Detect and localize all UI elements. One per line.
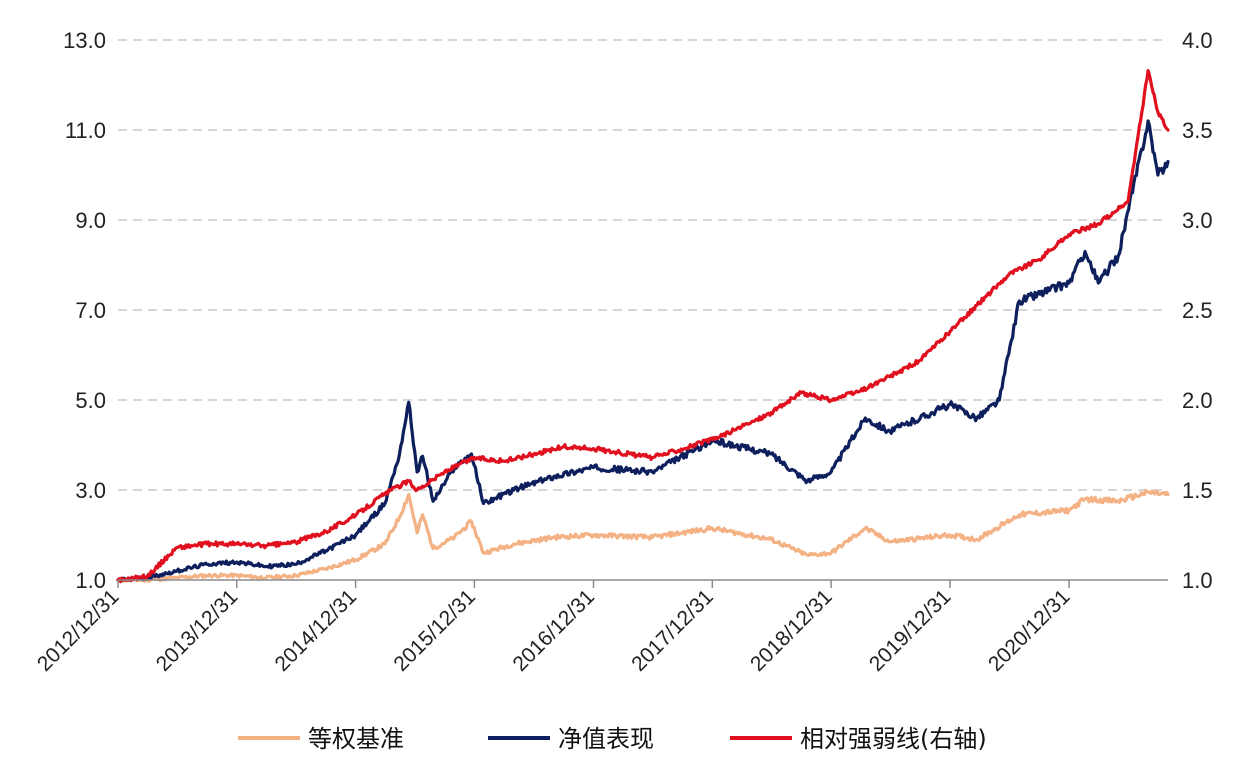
legend: 等权基准 净值表现 相对强弱线(右轴) [238, 725, 987, 753]
y-left-tick-label: 1.0 [75, 568, 106, 593]
y-left-tick-label: 3.0 [75, 478, 106, 503]
y-right-tick-label: 2.0 [1182, 388, 1213, 413]
x-tick-label: 2019/12/31 [865, 585, 956, 676]
y-right-tick-label: 4.0 [1182, 28, 1213, 53]
x-tick-label: 2017/12/31 [627, 585, 718, 676]
legend-label: 净值表现 [558, 725, 654, 753]
x-tick-label: 2012/12/31 [33, 585, 124, 676]
y-left-tick-label: 7.0 [75, 298, 106, 323]
y-left-tick-label: 9.0 [75, 208, 106, 233]
y-right-tick-label: 1.5 [1182, 478, 1213, 503]
y-left-tick-label: 13.0 [63, 28, 106, 53]
axes: 13.0 11.0 9.0 7.0 5.0 3.0 1.0 4.0 3.5 3.0 2.5 2.0 1.… [33, 28, 1213, 676]
grid-lines [118, 39, 1168, 491]
x-tick-label: 2013/12/31 [152, 585, 243, 676]
y-right-tick-label: 1.0 [1182, 568, 1213, 593]
series-lines [116, 69, 1170, 584]
y-right-tick-label: 2.5 [1182, 298, 1213, 323]
x-tick-label: 2015/12/31 [389, 585, 480, 676]
series-line-2 [116, 69, 1170, 584]
y-right-tick-label: 3.0 [1182, 208, 1213, 233]
y-left-tick-label: 11.0 [65, 118, 106, 143]
y-left-tick-label: 5.0 [75, 388, 106, 413]
x-tick-label: 2016/12/31 [508, 585, 599, 676]
x-tick-label: 2018/12/31 [746, 585, 837, 676]
legend-label: 相对强弱线(右轴) [800, 725, 987, 753]
x-tick-label: 2014/12/31 [271, 585, 362, 676]
series-line-1 [116, 119, 1170, 582]
y-right-tick-label: 3.5 [1182, 118, 1213, 143]
legend-label: 等权基准 [308, 725, 404, 753]
series-line-0 [116, 488, 1170, 583]
x-tick-label: 2020/12/31 [984, 585, 1075, 676]
